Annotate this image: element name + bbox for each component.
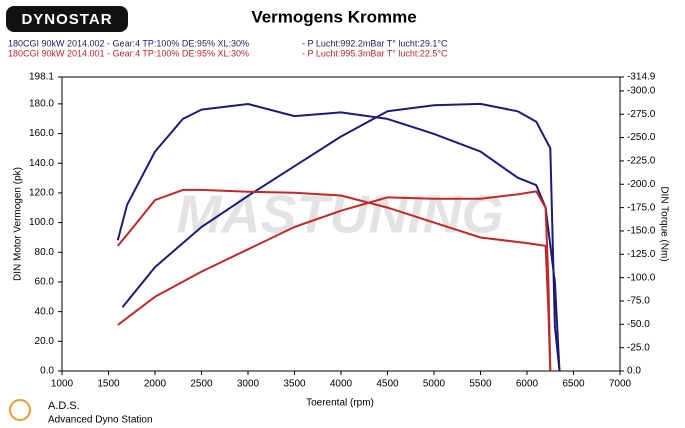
x-tick-label: 3000 xyxy=(237,379,260,390)
x-tick-label: 5500 xyxy=(469,379,492,390)
chart-title: Vermogens Kromme xyxy=(251,7,416,26)
y2-tick-label: 0.0 xyxy=(627,366,641,377)
y2-tick-label: -150.0 xyxy=(627,226,656,237)
x-tick-label: 2000 xyxy=(144,379,167,390)
y2-tick-label: -75.0 xyxy=(627,296,650,307)
footer-icon xyxy=(9,399,31,421)
y-tick-label: 100.0 xyxy=(29,217,54,228)
watermark: MASTUNING xyxy=(177,184,504,244)
y2-tick-label: -300.0 xyxy=(627,86,656,97)
y-tick-label: 160.0 xyxy=(29,128,54,139)
y2-tick-label: -250.0 xyxy=(627,132,656,143)
y2-tick-label: -125.0 xyxy=(627,249,656,260)
y-tick-label: 180.0 xyxy=(29,99,54,110)
x-tick-label: 4500 xyxy=(376,379,399,390)
x-tick-label: 1500 xyxy=(97,379,120,390)
y2-tick-label: -175.0 xyxy=(627,202,656,213)
x-tick-label: 1000 xyxy=(51,379,74,390)
x-tick-label: 5000 xyxy=(423,379,446,390)
logo: DYNOSTAR xyxy=(21,11,112,28)
x-axis-label: Toerental (rpm) xyxy=(306,398,374,409)
curve xyxy=(121,102,561,372)
x-tick-label: 3500 xyxy=(283,379,306,390)
y-tick-label: 0.0 xyxy=(40,366,54,377)
y-tick-label: 120.0 xyxy=(29,188,54,199)
y-axis-label: DIN Motor Vermogen (pk) xyxy=(13,167,24,281)
y2-tick-label: -314.9 xyxy=(627,72,656,83)
run-info: 180CGI 90kW 2014.002 - Gear:4 TP:100% DE… xyxy=(8,38,249,48)
curve xyxy=(117,190,552,372)
y-tick-label: 198.1 xyxy=(29,72,54,83)
y2-axis-label: DIN Torque (Nm) xyxy=(658,186,669,261)
y2-tick-label: -200.0 xyxy=(627,179,656,190)
y-tick-label: 80.0 xyxy=(35,247,55,258)
logo-box xyxy=(6,6,128,32)
run-conditions: - P Lucht:992.2mBar T° lucht:29.1°C xyxy=(302,38,448,48)
y-tick-label: 20.0 xyxy=(35,336,55,347)
x-tick-label: 7000 xyxy=(609,379,632,390)
y2-tick-label: -25.0 xyxy=(627,342,650,353)
run-info: 180CGI 90kW 2014.001 - Gear:4 TP:100% DE… xyxy=(8,48,249,58)
y-tick-label: 140.0 xyxy=(29,158,54,169)
curve xyxy=(116,103,561,372)
x-tick-label: 6000 xyxy=(516,379,539,390)
y2-tick-label: -275.0 xyxy=(627,109,656,120)
x-tick-label: 4000 xyxy=(330,379,353,390)
x-tick-label: 2500 xyxy=(190,379,213,390)
y-tick-label: 60.0 xyxy=(35,277,55,288)
y2-tick-label: -225.0 xyxy=(627,156,656,167)
y2-tick-label: -50.0 xyxy=(627,319,650,330)
y-tick-label: 40.0 xyxy=(35,306,55,317)
x-tick-label: 6500 xyxy=(562,379,585,390)
curve xyxy=(117,188,552,372)
footer-brand: A.D.S. xyxy=(48,400,80,412)
run-conditions: - P Lucht:995.3mBar T° lucht:22.5°C xyxy=(302,48,448,58)
y2-tick-label: -100.0 xyxy=(627,272,656,283)
footer-subtitle: Advanced Dyno Station xyxy=(48,415,153,426)
